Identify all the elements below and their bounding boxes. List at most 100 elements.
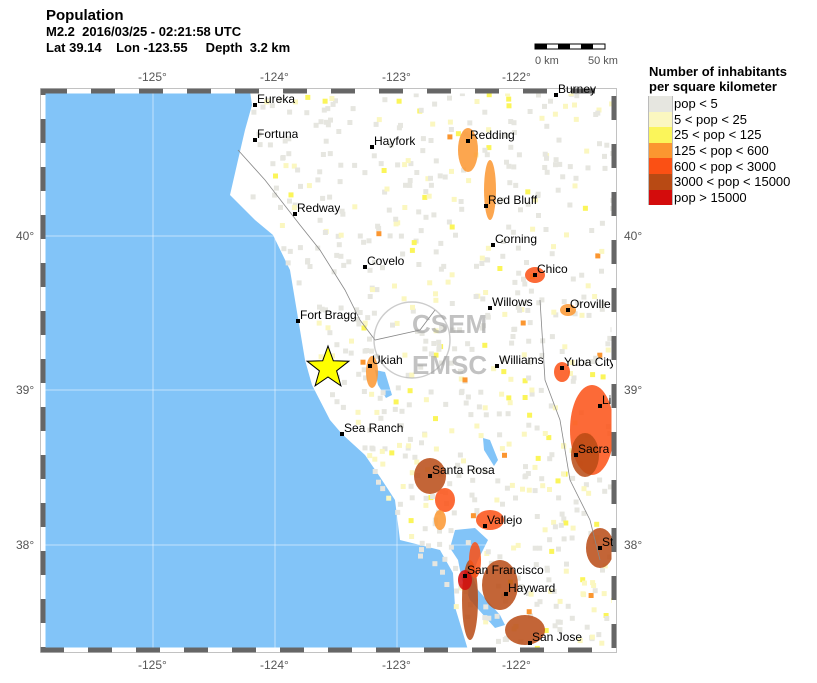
population-cell [506,441,512,447]
population-cell [317,304,322,310]
population-cell [399,408,405,414]
city-marker [370,145,374,149]
population-cell [482,109,488,115]
population-cell [542,165,548,170]
urban-area [469,542,481,578]
population-cell [599,268,604,274]
population-cell [469,492,475,498]
population-cell [542,103,547,109]
city-label: San Jose [532,630,583,644]
population-cell [360,359,366,365]
population-cell [394,320,400,326]
population-cell [516,270,522,276]
population-cell [447,119,453,125]
population-cell [380,486,386,492]
population-cell [529,387,535,393]
population-cell [307,264,313,269]
population-cell [273,185,279,191]
population-cell [361,367,367,373]
population-cell [403,182,408,188]
population-cell [371,310,377,316]
population-cell [485,314,491,320]
population-cell [260,104,266,110]
population-cell [428,182,434,188]
lon-tick-label: -125° [138,658,167,672]
population-cell [561,536,567,542]
lat-tick-label: 39° [624,383,643,397]
population-cell [280,155,286,160]
map-title: Population [46,7,124,24]
city-marker [428,474,432,478]
population-cell [540,483,546,489]
population-cell [365,315,371,321]
population-cell [584,624,590,630]
population-cell [501,369,507,375]
watermark-text: EMSC [412,350,487,380]
population-cell [552,524,558,530]
population-cell [449,428,455,434]
population-cell [367,267,373,273]
city-marker [495,364,499,368]
population-cell [413,92,419,98]
population-cell [455,131,461,137]
population-cell [539,476,545,482]
population-cell [439,325,445,330]
city-label: Fortuna [257,127,299,141]
city-label: Sea Ranch [344,421,404,435]
population-cell [402,453,408,459]
population-cell [422,194,428,200]
population-cell [327,330,333,336]
population-cell [515,290,521,296]
population-cell [297,245,303,251]
population-cell [494,497,500,503]
city-marker [484,204,488,208]
population-cell [427,280,433,286]
population-cell [499,391,505,397]
population-cell [419,540,425,546]
population-cell [315,245,321,251]
population-cell [551,519,557,525]
population-cell [291,163,297,169]
population-cell [526,591,531,596]
population-cell [596,107,602,113]
population-cell [410,308,416,314]
legend-subtitle: per square kilometer [649,79,777,94]
population-cell [426,193,432,199]
urban-area [435,488,455,512]
population-cell [461,458,466,464]
county-boundary [539,299,601,561]
population-cell [432,101,438,107]
population-cell [406,402,412,408]
population-cell [525,307,531,313]
population-cell [430,494,436,500]
population-cell [517,307,523,313]
population-cell [588,593,594,598]
population-cell [457,327,463,333]
population-cell [536,300,542,306]
population-cell [339,208,345,214]
population-cell [497,554,503,560]
population-cell [485,257,491,263]
city-marker [533,273,537,277]
population-cell [601,301,607,306]
population-cell [553,312,559,318]
population-cell [409,534,415,539]
population-cell [592,588,598,594]
population-cell [409,247,415,253]
population-cell [380,390,386,396]
population-cell [548,403,554,409]
population-cell [582,580,587,586]
population-cell [565,603,571,609]
population-cell [528,591,534,597]
population-cell [272,192,278,198]
population-cell [400,251,406,257]
population-cell [264,99,270,105]
population-cell [583,482,589,488]
population-cell [600,374,606,380]
population-cell [407,178,413,183]
population-cell [544,565,550,571]
map-frame-dashes [40,88,617,653]
population-cell [516,152,522,158]
population-cell [549,334,555,340]
population-cell [338,232,344,238]
